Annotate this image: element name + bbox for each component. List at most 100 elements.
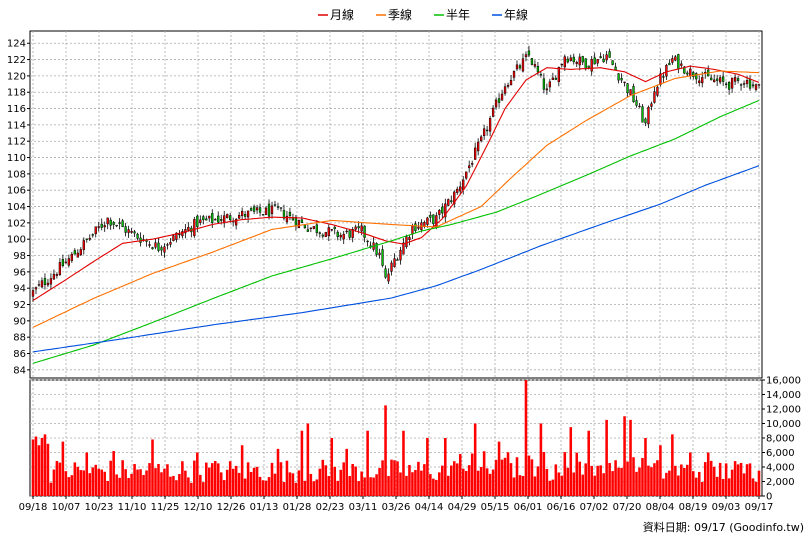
volume-bar: [118, 477, 121, 496]
candle-body: [506, 84, 510, 87]
x-tick-label: 06/01: [514, 502, 543, 513]
volume-bar: [632, 457, 635, 496]
volume-bar: [721, 478, 725, 496]
candle-body: [668, 62, 671, 66]
candle-body: [264, 207, 268, 216]
volume-bar: [178, 474, 181, 496]
volume-bar: [315, 479, 319, 496]
candle-body: [730, 77, 734, 89]
volume-bar: [429, 474, 432, 496]
candle-body: [157, 242, 160, 251]
volume-bar: [482, 451, 486, 496]
ma-line-季線: [32, 70, 760, 328]
candle-body: [584, 58, 587, 70]
candle-body: [680, 63, 683, 66]
candle-body: [623, 81, 626, 84]
candle-body: [100, 223, 103, 228]
x-tick-label: 09/03: [712, 502, 741, 513]
volume-bar: [327, 476, 331, 496]
candle-body: [237, 215, 241, 219]
candle-body: [751, 84, 755, 87]
x-tick-label: 01/13: [250, 502, 279, 513]
candle-body: [602, 58, 605, 63]
candle-body: [754, 84, 758, 90]
candle-body: [554, 77, 557, 80]
volume-bar: [127, 477, 130, 496]
candle-body: [402, 242, 405, 255]
candle-body: [447, 199, 450, 206]
candle-body: [557, 66, 560, 83]
candle-body: [285, 215, 289, 223]
volume-bar: [384, 405, 387, 496]
volume-bar: [276, 448, 280, 496]
candle-body: [255, 207, 259, 211]
volume-bar: [674, 465, 677, 496]
volume-bar: [106, 480, 109, 496]
volume-bar: [452, 461, 456, 496]
candle-body: [733, 77, 737, 82]
volume-bar: [100, 469, 103, 496]
price-panel: 84 86 88 90 92 94 96 98 100 102 104 106 108 110 112 114…: [7, 30, 763, 379]
volume-bar: [727, 478, 731, 496]
volume-bar: [405, 475, 408, 496]
x-tick-label: 12/10: [184, 502, 213, 513]
candle-body: [169, 242, 172, 245]
volume-bar: [52, 469, 56, 496]
volume-bar: [715, 476, 719, 496]
candle-body: [306, 229, 310, 232]
candle-body: [757, 84, 761, 86]
volume-bar: [219, 472, 223, 496]
volume-bar: [130, 473, 133, 496]
candle-body: [629, 89, 632, 96]
candle-body: [136, 233, 139, 239]
candle-body: [94, 226, 97, 234]
volume-bar: [581, 474, 585, 496]
candle-body: [659, 73, 662, 85]
candle-body: [342, 233, 345, 240]
volume-bar: [662, 478, 665, 496]
volume-bar: [668, 470, 671, 496]
price-tick-label: 90: [13, 316, 26, 327]
candle-body: [291, 217, 295, 221]
candle-body: [315, 224, 318, 233]
candle-body: [300, 219, 304, 223]
volume-bar: [464, 470, 468, 496]
volume-bar: [629, 419, 632, 496]
volume-bar: [402, 430, 405, 496]
candle-body: [477, 141, 480, 152]
volume-bar: [124, 469, 127, 496]
candle-body: [55, 274, 59, 276]
volume-bar: [530, 459, 534, 496]
candle-body: [31, 290, 35, 297]
volume-bar: [202, 482, 205, 496]
volume-bar: [172, 475, 175, 496]
ma-line-月線: [32, 65, 760, 301]
volume-bar: [506, 452, 510, 496]
volume-bar: [560, 475, 564, 496]
candle-body: [172, 235, 175, 242]
candle-body: [130, 230, 133, 233]
price-tick-label: 120: [7, 71, 26, 82]
volume-bar: [264, 480, 268, 496]
candle-body: [363, 225, 366, 238]
candle-body: [133, 231, 136, 234]
candle-body: [220, 219, 223, 221]
volume-bar: [196, 452, 199, 496]
volume-bar: [348, 476, 351, 496]
volume-bar: [339, 469, 343, 496]
volume-bar: [267, 477, 271, 496]
volume-bar: [342, 462, 345, 496]
candle-body: [417, 226, 420, 229]
volume-bar: [694, 477, 698, 496]
volume-bar: [136, 469, 139, 496]
candle-body: [175, 232, 178, 240]
candle-body: [462, 179, 465, 191]
volume-bar: [650, 467, 653, 496]
volume-panel: 0 2,000 4,000 6,000 8,000 10,000 12,000 14,000 1…: [29, 376, 801, 503]
volume-bar: [485, 468, 489, 496]
candle-body: [405, 236, 408, 248]
candle-body: [599, 56, 602, 58]
volume-bar: [605, 419, 608, 496]
volume-bar: [730, 469, 734, 496]
candle-body: [312, 226, 315, 229]
